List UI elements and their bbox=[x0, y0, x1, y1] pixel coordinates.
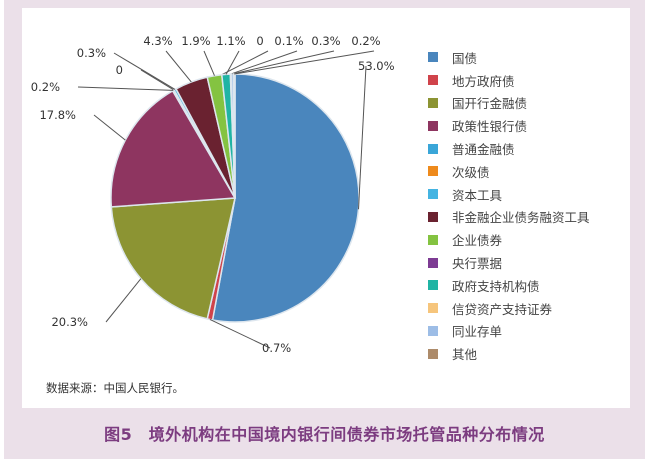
data-label: 0.3% bbox=[311, 34, 340, 48]
legend-label: 政府支持机构债 bbox=[452, 278, 540, 294]
leader-line bbox=[234, 50, 375, 75]
data-label: 0.3% bbox=[77, 46, 106, 60]
data-label: 0 bbox=[256, 34, 263, 48]
legend-item: 政策性银行债 bbox=[428, 114, 590, 137]
legend-swatch bbox=[428, 211, 438, 222]
legend-item: 国开行金融债 bbox=[428, 92, 590, 115]
figure-caption: 图5 境外机构在中国境内银行间债券市场托管品种分布情况 bbox=[104, 425, 545, 444]
legend-label: 普通金融债 bbox=[452, 142, 515, 158]
legend-item: 其他 bbox=[428, 342, 590, 365]
leader-line bbox=[203, 50, 215, 76]
legend-swatch bbox=[428, 75, 438, 86]
legend-swatch bbox=[428, 303, 438, 314]
legend-label: 国开行金融债 bbox=[452, 96, 528, 112]
legend-swatch bbox=[428, 234, 438, 245]
legend-item: 政府支持机构债 bbox=[428, 274, 590, 297]
data-label: 1.1% bbox=[216, 34, 245, 48]
legend-swatch bbox=[428, 166, 438, 177]
legend-swatch bbox=[428, 97, 438, 108]
legend-label: 地方政府债 bbox=[452, 73, 515, 89]
legend-label: 非金融企业债务融资工具 bbox=[452, 210, 590, 226]
legend-label: 信贷资产支持证券 bbox=[452, 301, 553, 317]
legend-item: 企业债券 bbox=[428, 228, 590, 251]
legend-item: 次级债 bbox=[428, 160, 590, 183]
leader-line bbox=[225, 50, 240, 75]
legend-label: 央行票据 bbox=[452, 256, 503, 272]
leader-line bbox=[221, 50, 269, 76]
legend-label: 次级债 bbox=[452, 164, 490, 180]
legend-swatch bbox=[428, 143, 438, 154]
leader-line bbox=[209, 318, 271, 349]
data-label: 20.3% bbox=[51, 315, 88, 329]
leader-line bbox=[232, 50, 335, 75]
legend-label: 企业债券 bbox=[452, 233, 503, 249]
legend-label: 同业存单 bbox=[452, 324, 503, 340]
leader-line bbox=[93, 114, 126, 141]
legend-item: 央行票据 bbox=[428, 251, 590, 274]
leader-line bbox=[230, 50, 298, 75]
leader-line bbox=[113, 52, 176, 90]
legend-swatch bbox=[428, 189, 438, 200]
legend-label: 国债 bbox=[452, 50, 478, 66]
data-label: 4.3% bbox=[143, 34, 172, 48]
legend-swatch bbox=[428, 348, 438, 359]
legend-item: 地方政府债 bbox=[428, 69, 590, 92]
leader-line bbox=[77, 86, 174, 91]
legend-label: 资本工具 bbox=[452, 187, 503, 203]
legend-label: 政策性银行债 bbox=[452, 119, 528, 135]
leader-line bbox=[357, 65, 367, 210]
data-label: 53.0% bbox=[358, 59, 395, 73]
legend-item: 非金融企业债务融资工具 bbox=[428, 206, 590, 229]
legend-item: 信贷资产支持证券 bbox=[428, 297, 590, 320]
pie-slice bbox=[110, 89, 237, 208]
leader-line bbox=[140, 69, 175, 91]
legend-item: 国债 bbox=[428, 46, 590, 69]
data-label: 0 bbox=[116, 63, 123, 77]
legend-item: 资本工具 bbox=[428, 183, 590, 206]
legend-swatch bbox=[428, 280, 438, 291]
leader-line bbox=[105, 278, 142, 323]
legend-item: 普通金融债 bbox=[428, 137, 590, 160]
legend-label: 其他 bbox=[452, 347, 478, 363]
data-source: 数据来源：中国人民银行。 bbox=[46, 381, 184, 395]
data-label: 0.2% bbox=[351, 34, 380, 48]
legend-swatch bbox=[428, 325, 438, 336]
leader-line bbox=[165, 50, 192, 83]
data-label: 17.8% bbox=[39, 108, 76, 122]
data-label: 0.1% bbox=[274, 34, 303, 48]
data-label: 0.7% bbox=[262, 341, 291, 355]
data-label: 0.2% bbox=[31, 80, 60, 94]
data-label: 1.9% bbox=[181, 34, 210, 48]
legend-swatch bbox=[428, 120, 438, 131]
legend: 国债地方政府债国开行金融债 政策性银行债 普通金融债次级债资本工具非金融企业债务融资… bbox=[428, 46, 590, 365]
legend-item: 同业存单 bbox=[428, 320, 590, 343]
legend-swatch bbox=[428, 52, 438, 63]
legend-swatch bbox=[428, 257, 438, 268]
